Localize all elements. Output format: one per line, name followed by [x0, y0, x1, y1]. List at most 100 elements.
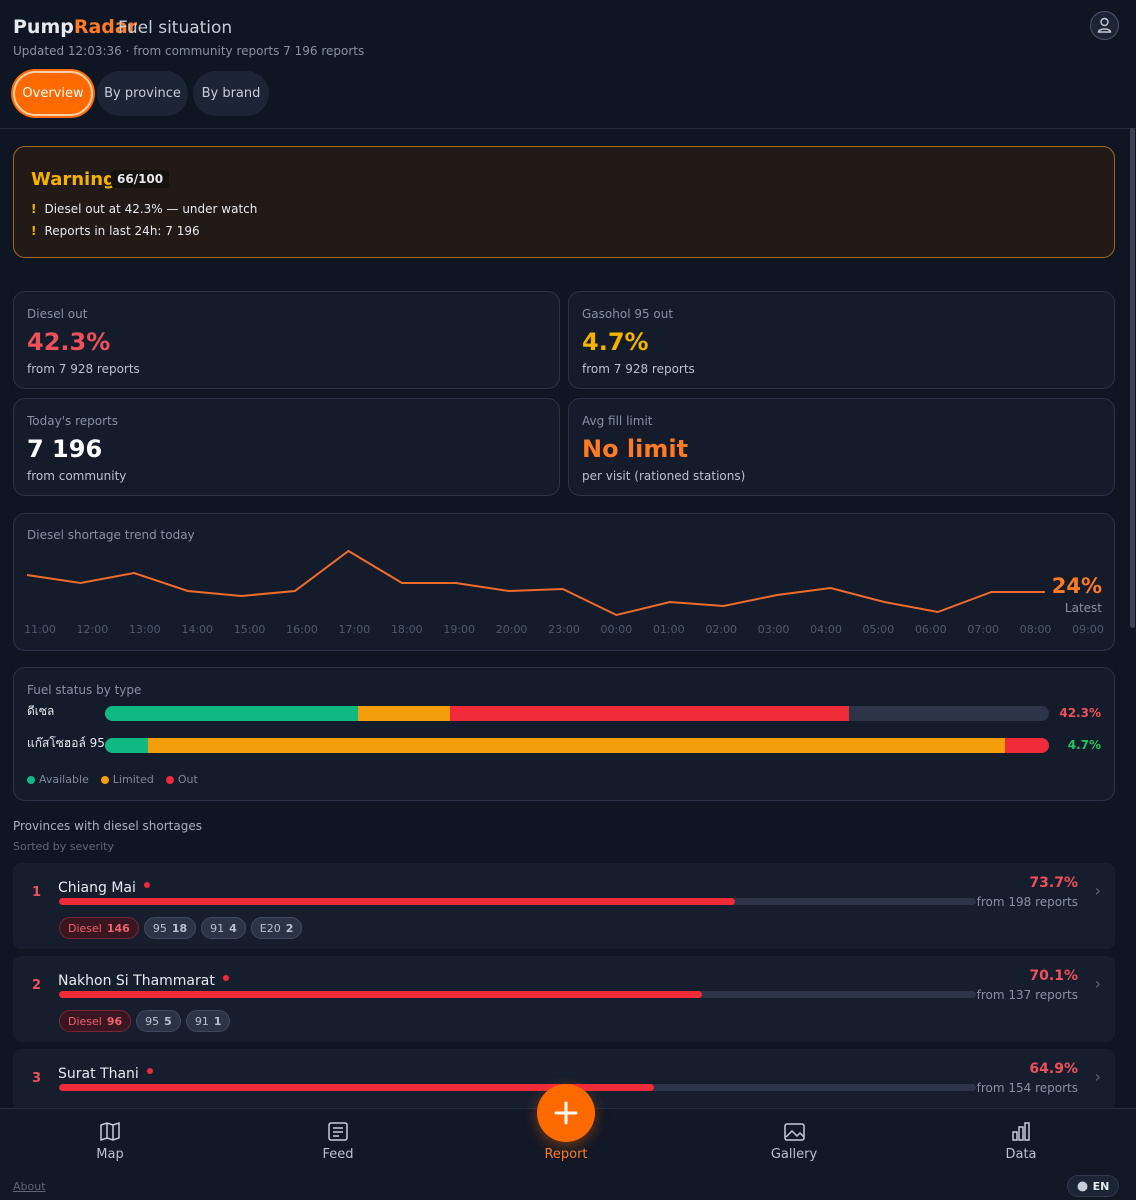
stat-note: from 7 928 reports [27, 362, 140, 376]
lang: EN [1092, 1179, 1110, 1193]
fuel-card: Fuel status by type ดีเซล 42.3% แก๊สโซฮอล์… [13, 667, 1115, 801]
trend-title: Diesel shortage trend today [27, 528, 195, 542]
tag-label: Diesel [68, 1014, 102, 1028]
province-track [59, 898, 976, 905]
x-tick-label: 00:00 [601, 623, 633, 636]
fuel-segment [148, 738, 1005, 753]
fuel-segment [449, 706, 849, 721]
tags: Diesel 146 95 18 91 4 E20 2 [59, 917, 307, 939]
about-link[interactable]: About [13, 1180, 46, 1193]
trend-latest: 24% [1051, 574, 1102, 598]
trend-card: Diesel shortage trend today [13, 513, 1115, 651]
rank: 3 [32, 1071, 42, 1086]
fuel-pct: 42.3% [1059, 706, 1101, 720]
province-bar [59, 991, 702, 998]
alert-score: 66/100 [111, 170, 170, 188]
provinces-title: Provinces with diesel shortages [13, 819, 202, 833]
x-tick-label: 03:00 [758, 623, 790, 636]
nav-item[interactable]: Feed [278, 1120, 398, 1162]
nav-item[interactable]: Gallery [734, 1120, 854, 1162]
nav-label: Data [1005, 1147, 1037, 1162]
chevron: › [1094, 1067, 1101, 1086]
name: Surat Thani [58, 1066, 139, 1082]
x-tick-label: 16:00 [286, 623, 318, 636]
province-card[interactable]: 1 Chiang Mai 73.7% from 198 reports › Diesel 1… [13, 863, 1115, 949]
x-tick-label: 02:00 [705, 623, 737, 636]
alert-text: Diesel out at 42.3% — under watch [44, 202, 258, 216]
nav-icon [50, 1120, 170, 1147]
tag: Diesel 146 [59, 917, 139, 939]
fuel-pct: 4.7% [1067, 738, 1101, 752]
legend-item: Out [165, 773, 198, 786]
tag-count: 146 [106, 921, 130, 935]
province-name: Chiang Mai [58, 880, 150, 896]
province-note: from 137 reports [976, 988, 1078, 1002]
x-tick-label: 07:00 [967, 623, 999, 636]
province-name: Surat Thani [58, 1066, 153, 1082]
nav-item[interactable]: Report [506, 1120, 626, 1162]
province-bar [59, 898, 735, 905]
scrollbar [1130, 128, 1135, 628]
stat-note: from 7 928 reports [582, 362, 695, 376]
provinces-subtitle: Sorted by severity [13, 840, 114, 853]
stat-card: Today's reports 7 196 from community [13, 398, 560, 496]
tag-label: Diesel [68, 921, 102, 935]
tag-count: 96 [106, 1014, 123, 1028]
status-dot [146, 1068, 153, 1074]
x-tick-label: 13:00 [129, 623, 161, 636]
tag-count: 4 [229, 921, 237, 935]
x-tick-label: 04:00 [810, 623, 842, 636]
stat-label: Gasohol 95 out [582, 307, 674, 321]
stat-value: No limit [582, 435, 689, 463]
stat-note: per visit (rationed stations) [582, 469, 746, 483]
lang-button[interactable]: EN [1067, 1175, 1119, 1197]
nav-label: Map [96, 1147, 124, 1162]
fuel-title: Fuel status by type [27, 683, 142, 697]
nav-spacer [506, 1120, 626, 1147]
brand: PumpRadar [13, 16, 137, 38]
x-tick-label: 19:00 [443, 623, 475, 636]
x-tick-label: 11:00 [24, 623, 56, 636]
tab[interactable]: Overview [13, 71, 93, 116]
nav-label: Gallery [770, 1147, 818, 1162]
profile-button[interactable] [1090, 11, 1119, 40]
alert-card: Warning 66/100 ! Diesel out at 42.3% — un… [13, 146, 1115, 258]
stat-label: Today's reports [27, 414, 118, 428]
fuel-track [105, 738, 1049, 753]
stat-card: Diesel out 42.3% from 7 928 reports [13, 291, 560, 389]
profile-icon [1097, 17, 1112, 33]
alert-item: ! Diesel out at 42.3% — under watch [31, 202, 257, 216]
fuel-segment [105, 738, 149, 753]
tag-label: 91 [210, 921, 225, 935]
x-tick-label: 17:00 [339, 623, 371, 636]
report-button[interactable] [537, 1084, 595, 1142]
province-card[interactable]: 2 Nakhon Si Thammarat 70.1% from 137 report… [13, 956, 1115, 1042]
tab[interactable]: By brand [193, 71, 269, 116]
province-note: from 154 reports [976, 1081, 1078, 1095]
x-tick-label: 06:00 [915, 623, 947, 636]
tag-label: E20 [259, 921, 281, 935]
x-tick-label: 12:00 [77, 623, 109, 636]
tag-count: 1 [213, 1014, 222, 1028]
tag: 95 5 [136, 1010, 181, 1032]
stat-value: 7 196 [27, 435, 103, 463]
fuel-track [105, 706, 1049, 721]
x-tick-label: 18:00 [391, 623, 423, 636]
rank: 1 [32, 885, 42, 900]
chevron: › [1094, 974, 1101, 993]
x-tick-label: 14:00 [181, 623, 213, 636]
legend-label: Out [177, 773, 198, 786]
divider [0, 128, 1136, 129]
tab[interactable]: By province [97, 71, 188, 116]
province-pct: 70.1% [1029, 968, 1078, 984]
nav-item[interactable]: Map [50, 1120, 170, 1162]
x-tick-label: 09:00 [1072, 623, 1104, 636]
x-tick-label: 01:00 [653, 623, 685, 636]
tag-label: 91 [194, 1014, 209, 1028]
tag: Diesel 96 [59, 1010, 132, 1032]
page-subtitle: Fuel situation [118, 18, 233, 38]
icon [784, 1123, 805, 1141]
nav-item[interactable]: Data [961, 1120, 1081, 1162]
province-track [59, 1084, 976, 1091]
